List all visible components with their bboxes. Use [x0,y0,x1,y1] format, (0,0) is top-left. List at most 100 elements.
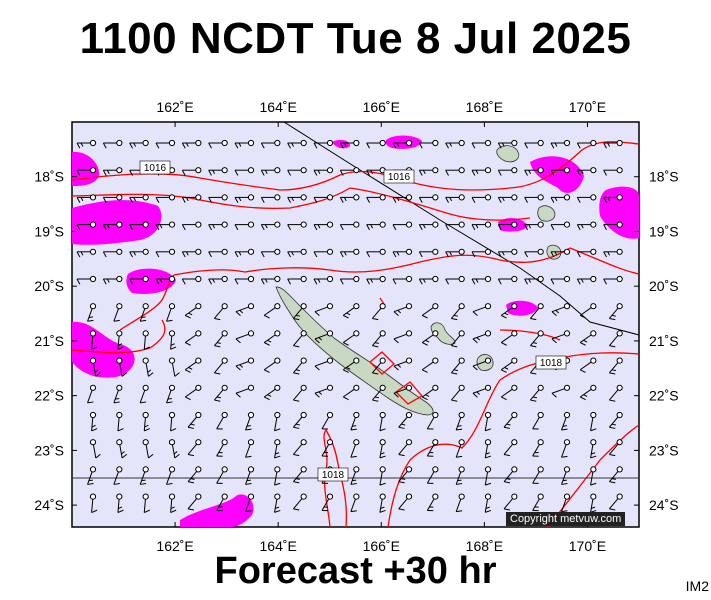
wind-barb [213,330,228,348]
lat-tick-label-left: 21˚S [34,333,64,349]
wind-barb [313,167,334,176]
wind-barb [426,411,439,430]
wind-barb [497,221,518,231]
wind-barb [503,439,518,457]
wind-barb [260,139,281,149]
wind-barb [350,493,360,513]
wind-barb [524,275,544,285]
wind-barb [529,303,544,321]
wind-barb [379,411,386,432]
wind-barb [450,384,465,402]
wind-barb [314,330,334,344]
wind-barb [168,411,177,432]
wind-barb [102,275,123,285]
wind-barb [608,303,623,321]
wind-barb [484,466,492,486]
wind-barb [371,384,386,402]
lat-tick-label-right: 23˚S [649,442,679,458]
wind-barb [500,330,518,346]
wind-barb [155,139,176,149]
wind-barb [550,139,571,149]
wind-barb [181,275,202,285]
efate-island [537,205,556,222]
wind-barb [398,411,413,429]
wind-barb [87,303,97,322]
isobar-labels: 1016 1016 1018 1018 [139,160,567,482]
wind-barb [76,167,97,176]
wind-barb [532,411,544,430]
wind-barb [287,167,307,176]
lat-tick-label-left: 19˚S [34,223,64,239]
wind-barb [529,384,544,402]
wind-barb [532,439,544,457]
lon-tick-label-bottom: 162˚E [156,538,193,554]
wind-barb [350,439,360,458]
wind-barb [116,330,124,350]
wind-barb [603,221,623,231]
wind-barb [603,167,623,176]
wind-barb [576,194,597,203]
wind-barb [379,439,386,459]
isobar-red [323,428,348,528]
image-code: IM2 [685,578,709,594]
wind-barb [321,411,334,430]
wind-barb [445,139,465,149]
wind-barb [314,303,334,317]
wind-barb [484,411,492,432]
wind-barb [608,493,623,511]
wind-barb [551,384,571,398]
wind-barb [187,411,202,429]
rain-area [530,156,584,193]
wind-barb [550,248,571,258]
wind-barb [497,167,518,176]
wind-barb [287,139,307,149]
wind-barb [500,357,518,373]
wind-barb [393,384,413,398]
wind-barb [579,330,597,346]
wind-barb [139,303,149,322]
wind-barb [472,303,492,317]
isobar-label: 1016 [139,160,171,175]
wind-barb [166,466,176,485]
wind-barb [455,439,465,458]
wind-barb [576,275,597,285]
wind-barb [87,384,97,404]
lon-tick-label-bottom: 168˚E [466,538,503,554]
wind-barb [450,303,465,321]
wind-barb [608,466,623,484]
wind-barb [561,466,571,485]
wind-barb [576,167,597,176]
wind-barb [184,303,202,319]
wind-barb [142,411,150,432]
lon-ticks-bottom: 162˚E 164˚E 166˚E 168˚E 170˚E [156,522,606,554]
wind-barb [313,275,334,285]
wind-barb [287,248,307,258]
wind-barb [181,194,202,203]
wind-barb [129,248,149,258]
wind-barb [313,248,334,258]
rain-area [72,321,135,378]
wind-barb [155,275,176,285]
wind-barb [142,439,154,459]
wind-barb [393,330,413,344]
wind-barb [235,303,255,317]
lat-tick-label-left: 23˚S [34,442,64,458]
wind-barb [418,275,439,285]
copyright-label: Copyright metvuw.com [506,512,626,526]
wind-barb [263,330,281,346]
wind-barb [471,167,492,176]
wind-barb [418,248,439,258]
wind-barb [89,493,98,513]
svg-text:1018: 1018 [322,470,345,481]
wind-barb [234,275,255,285]
wind-barb [113,303,123,322]
wind-barb [576,139,597,149]
wind-barb [102,194,123,203]
wind-barb [181,248,202,258]
wind-barb [603,248,623,258]
wind-barb [550,194,571,203]
wind-barb [366,275,386,285]
wind-barb [524,167,544,176]
wind-barb [500,303,518,319]
wind-barb [398,466,413,484]
